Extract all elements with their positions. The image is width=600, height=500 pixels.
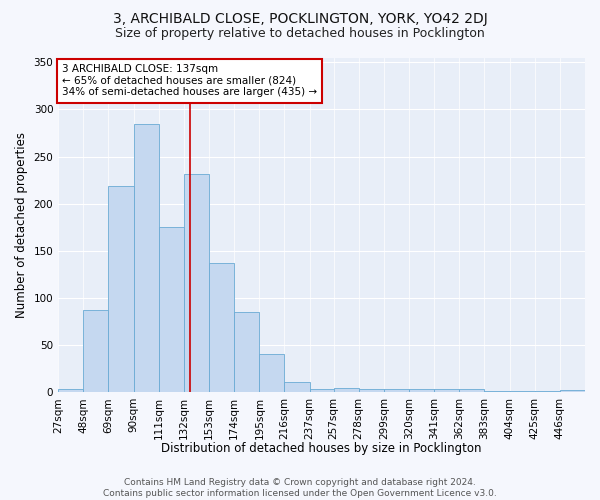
Bar	[359, 390, 384, 392]
Text: Size of property relative to detached houses in Pocklington: Size of property relative to detached ho…	[115, 28, 485, 40]
Bar	[434, 390, 459, 392]
Bar	[83, 310, 109, 392]
Bar	[58, 390, 83, 392]
Bar	[310, 390, 335, 392]
Bar	[334, 388, 359, 392]
Text: 3 ARCHIBALD CLOSE: 137sqm
← 65% of detached houses are smaller (824)
34% of semi: 3 ARCHIBALD CLOSE: 137sqm ← 65% of detac…	[62, 64, 317, 98]
Bar	[560, 390, 585, 392]
Bar	[459, 390, 484, 392]
Bar	[159, 227, 184, 392]
Bar	[134, 124, 159, 392]
Bar	[109, 186, 134, 392]
Bar	[209, 263, 234, 392]
Bar	[234, 312, 259, 392]
Bar	[384, 390, 409, 392]
Text: 3, ARCHIBALD CLOSE, POCKLINGTON, YORK, YO42 2DJ: 3, ARCHIBALD CLOSE, POCKLINGTON, YORK, Y…	[113, 12, 487, 26]
Bar	[259, 354, 284, 392]
X-axis label: Distribution of detached houses by size in Pocklington: Distribution of detached houses by size …	[161, 442, 482, 455]
Y-axis label: Number of detached properties: Number of detached properties	[15, 132, 28, 318]
Bar	[284, 382, 310, 392]
Text: Contains HM Land Registry data © Crown copyright and database right 2024.
Contai: Contains HM Land Registry data © Crown c…	[103, 478, 497, 498]
Bar	[184, 174, 209, 392]
Bar	[409, 390, 434, 392]
